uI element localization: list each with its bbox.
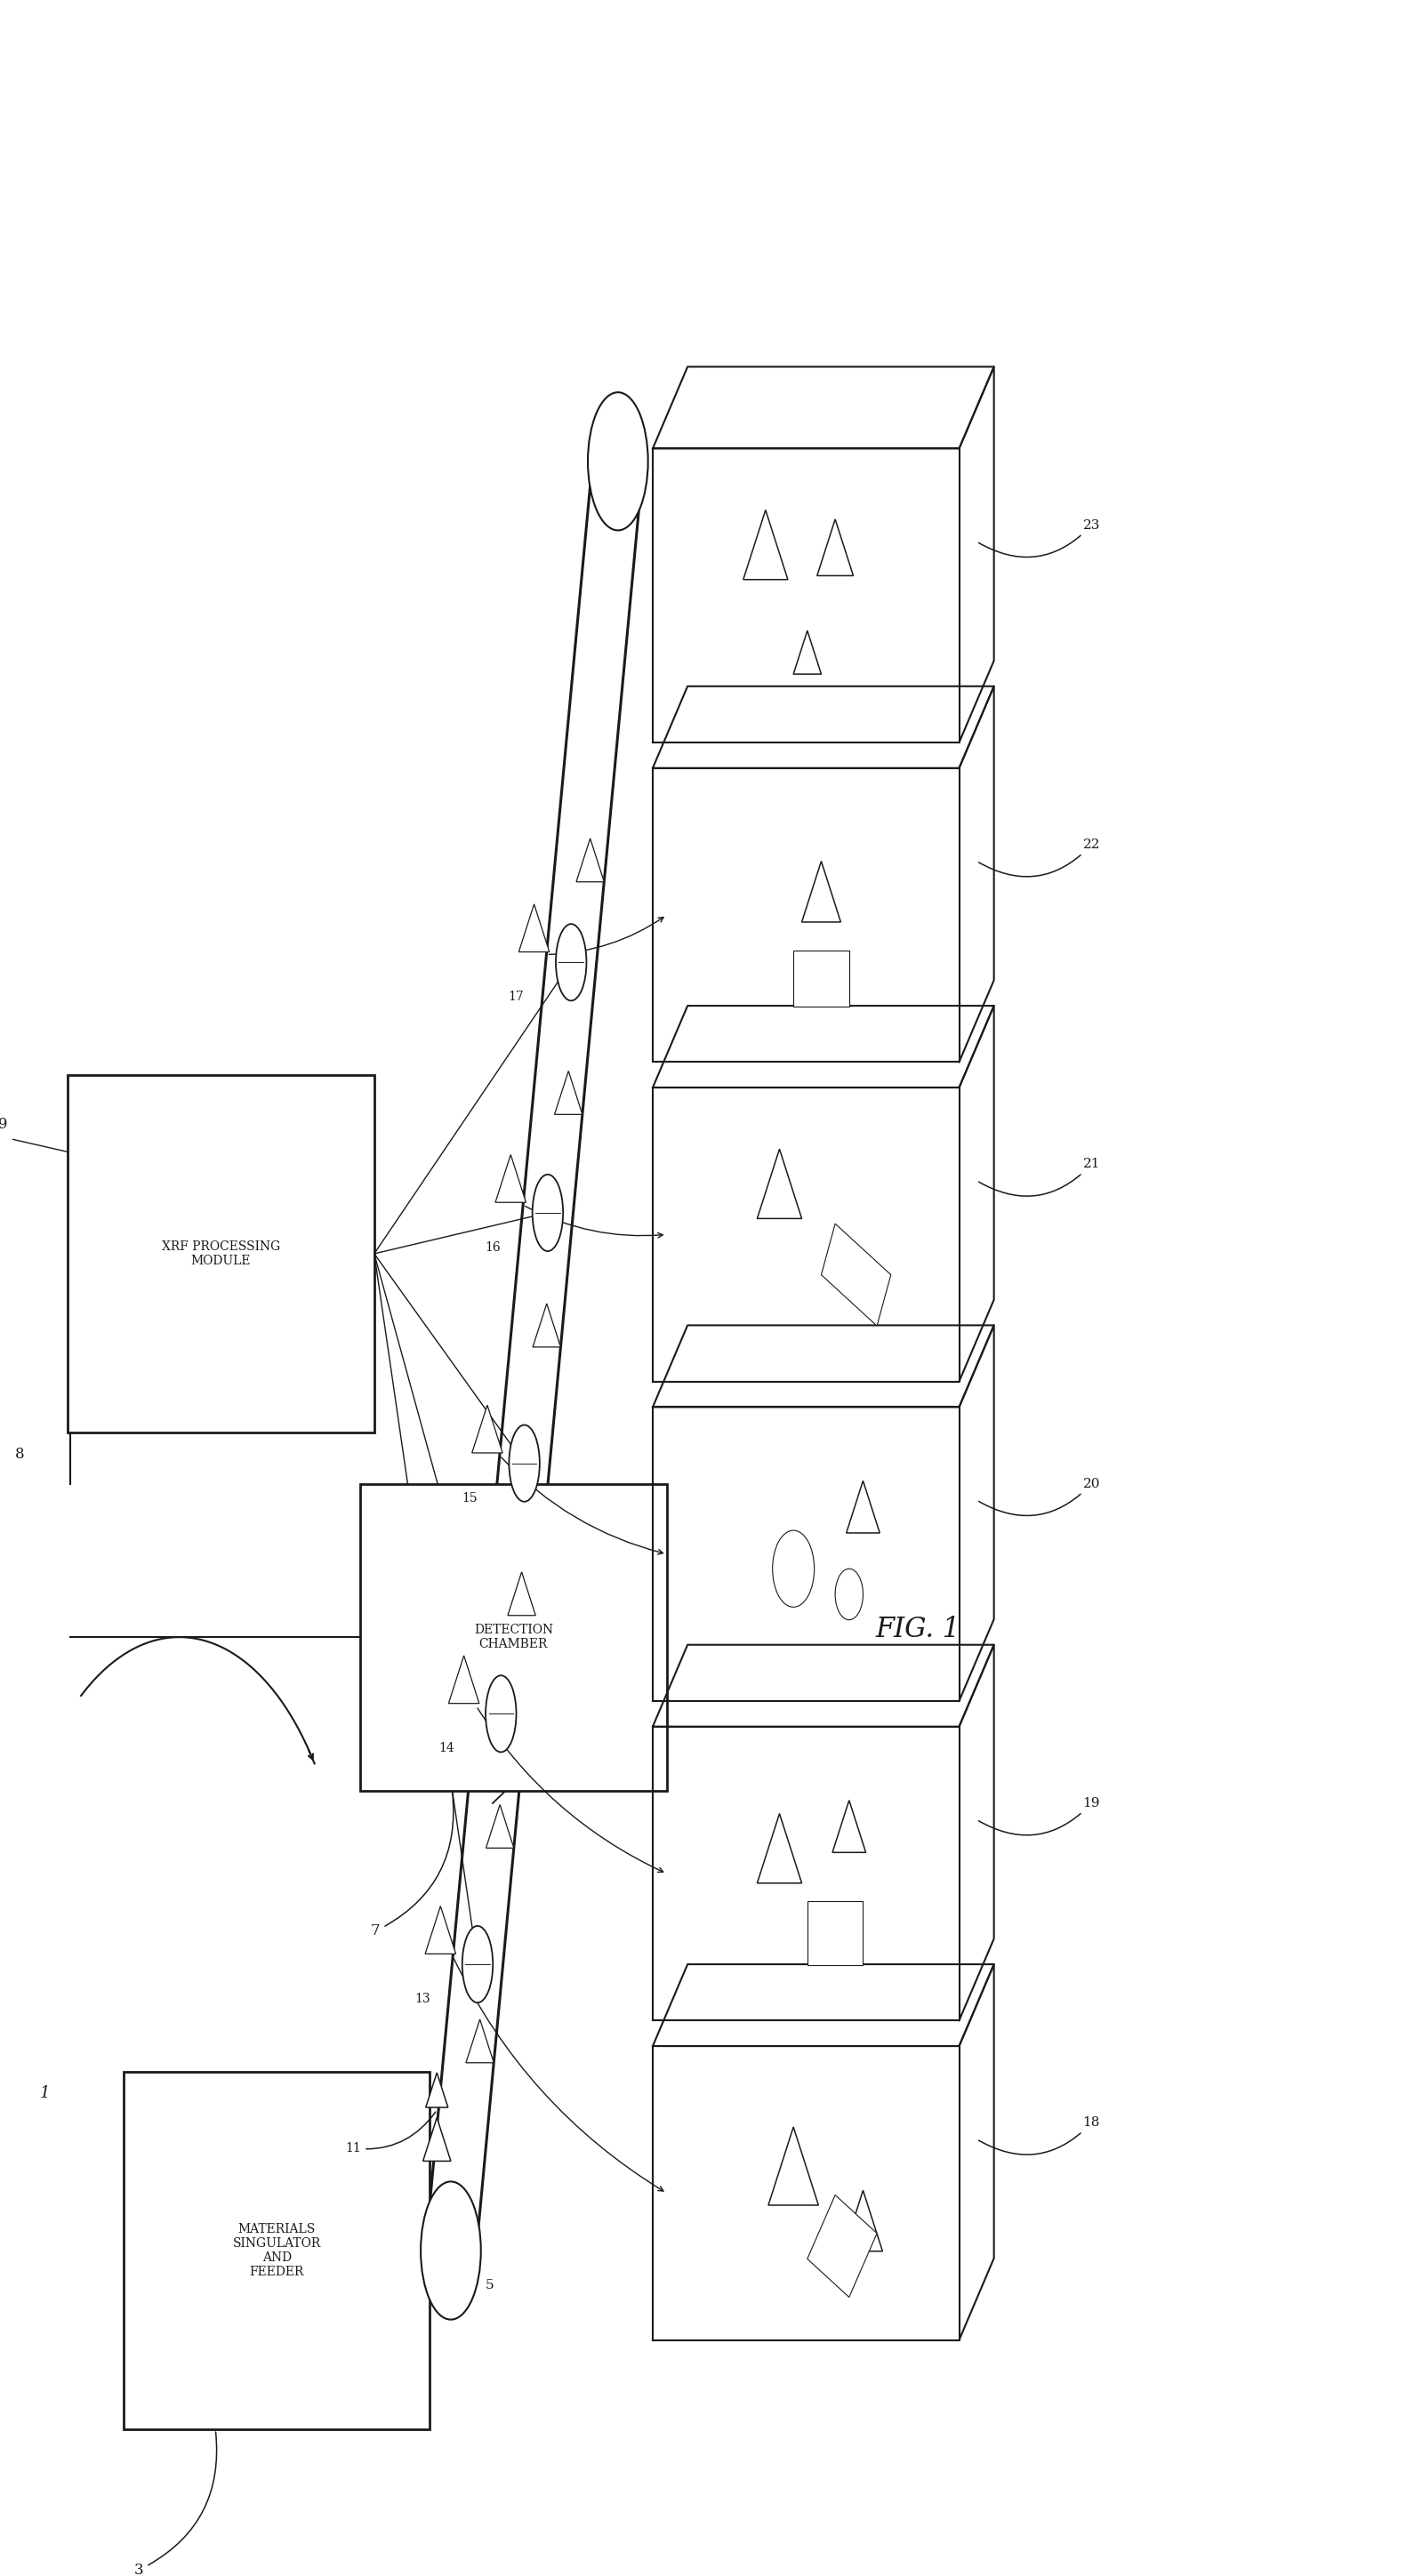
- Text: 9: 9: [0, 1118, 7, 1131]
- Bar: [807, 1901, 863, 1965]
- Text: 19: 19: [979, 1798, 1099, 1834]
- Polygon shape: [846, 1481, 880, 1533]
- Bar: [360, 1484, 666, 1790]
- Ellipse shape: [420, 2182, 481, 2318]
- Bar: [124, 2071, 430, 2429]
- Text: 20: 20: [979, 1479, 1099, 1515]
- Polygon shape: [576, 837, 605, 881]
- Polygon shape: [744, 510, 787, 580]
- Text: 18: 18: [979, 2117, 1099, 2154]
- Polygon shape: [801, 860, 841, 922]
- Ellipse shape: [533, 1175, 562, 1252]
- Text: 8: 8: [15, 1448, 24, 1461]
- Text: 5: 5: [485, 2280, 494, 2293]
- Polygon shape: [758, 1814, 801, 1883]
- Text: 15: 15: [461, 1492, 478, 1504]
- Polygon shape: [449, 1656, 479, 1703]
- Text: 22: 22: [979, 840, 1099, 876]
- Text: 16: 16: [485, 1242, 501, 1255]
- Ellipse shape: [588, 392, 648, 531]
- Text: 17: 17: [509, 992, 524, 1002]
- Polygon shape: [508, 1571, 536, 1615]
- Text: 21: 21: [979, 1159, 1099, 1195]
- Polygon shape: [533, 1303, 561, 1347]
- Polygon shape: [472, 1404, 502, 1453]
- Ellipse shape: [555, 925, 586, 999]
- Ellipse shape: [509, 1425, 540, 1502]
- Polygon shape: [465, 2020, 494, 2063]
- FancyBboxPatch shape: [793, 951, 849, 1007]
- Circle shape: [772, 1530, 814, 1607]
- Polygon shape: [495, 1154, 526, 1203]
- Text: 14: 14: [439, 1741, 454, 1754]
- Ellipse shape: [463, 1927, 494, 2002]
- Polygon shape: [425, 1906, 456, 1955]
- Text: 3: 3: [134, 2432, 217, 2576]
- Polygon shape: [807, 2195, 877, 2298]
- Text: XRF PROCESSING
MODULE: XRF PROCESSING MODULE: [162, 1239, 280, 1267]
- Text: FIG. 1: FIG. 1: [876, 1615, 960, 1643]
- Polygon shape: [758, 1149, 801, 1218]
- Polygon shape: [554, 1072, 582, 1115]
- Polygon shape: [832, 1801, 866, 1852]
- Text: 23: 23: [979, 518, 1099, 556]
- Polygon shape: [821, 1224, 891, 1327]
- Polygon shape: [423, 2117, 451, 2161]
- Text: 1: 1: [39, 2084, 51, 2102]
- Text: 11: 11: [346, 2112, 436, 2154]
- Polygon shape: [486, 1806, 513, 1847]
- Text: MATERIALS
SINGULATOR
AND
FEEDER: MATERIALS SINGULATOR AND FEEDER: [232, 2223, 321, 2277]
- Ellipse shape: [485, 1674, 516, 1752]
- Text: 13: 13: [415, 1994, 430, 2004]
- Polygon shape: [793, 631, 821, 675]
- Polygon shape: [519, 904, 550, 953]
- Circle shape: [835, 1569, 863, 1620]
- Polygon shape: [426, 2074, 449, 2107]
- Polygon shape: [844, 2190, 883, 2251]
- Polygon shape: [817, 520, 853, 574]
- Polygon shape: [768, 2128, 818, 2205]
- Text: DETECTION
CHAMBER: DETECTION CHAMBER: [474, 1623, 553, 1651]
- Bar: [67, 1074, 374, 1432]
- Text: 7: 7: [371, 1793, 453, 1940]
